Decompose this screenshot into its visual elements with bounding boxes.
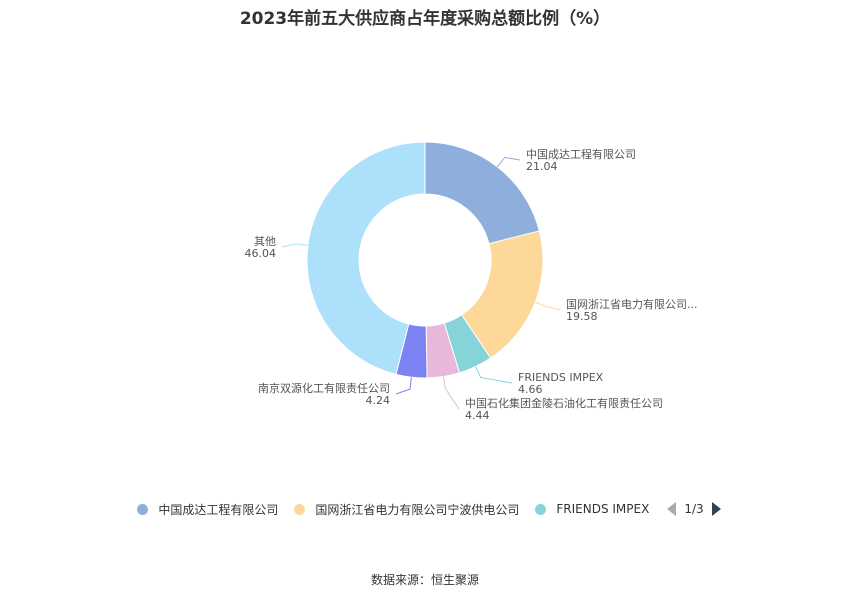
chart-title: 2023年前五大供应商占年度采购总额比例（%） — [239, 9, 611, 29]
leader-line-5 — [281, 243, 308, 248]
leader-line-4 — [395, 377, 412, 395]
legend-marker — [137, 503, 149, 515]
legend-label: 国网浙江省电力有限公司宁波供电公司 — [315, 502, 520, 517]
leader-line-0 — [497, 156, 521, 168]
legend-next-page-icon[interactable] — [711, 502, 721, 516]
leader-line-2 — [475, 366, 513, 384]
slice-label-3: 中国石化集团金陵石油化工有限责任公司 — [465, 396, 663, 410]
slice-label-0: 中国成达工程有限公司 — [526, 147, 636, 161]
slice-label-2: FRIENDS IMPEX — [518, 371, 604, 384]
leader-line-1 — [534, 301, 561, 311]
legend-item-0[interactable]: 中国成达工程有限公司 — [137, 501, 278, 518]
donut-slices — [306, 141, 544, 379]
legend-label: 中国成达工程有限公司 — [158, 502, 279, 517]
donut-slice-1[interactable] — [460, 230, 544, 359]
slice-value-4: 4.24 — [366, 394, 391, 407]
slice-value-1: 19.58 — [566, 310, 598, 323]
legend-label: FRIENDS IMPEX — [556, 502, 650, 516]
leader-line-3 — [442, 376, 460, 410]
legend-item-2[interactable]: FRIENDS IMPEX — [535, 502, 649, 516]
legend-pager: 1/3 — [667, 502, 721, 516]
legend: 中国成达工程有限公司 国网浙江省电力有限公司宁波供电公司 FRIENDS IMP… — [0, 498, 850, 520]
donut-slice-5[interactable] — [306, 141, 426, 375]
legend-marker — [294, 503, 306, 515]
legend-page-indicator: 1/3 — [684, 502, 704, 516]
donut-slice-0[interactable] — [424, 141, 540, 245]
slice-value-2: 4.66 — [518, 383, 543, 396]
slice-label-1: 国网浙江省电力有限公司... — [566, 297, 698, 311]
data-source: 数据来源：恒生聚源 — [370, 573, 479, 587]
legend-prev-page-icon[interactable] — [667, 502, 677, 516]
slice-label-4: 南京双源化工有限责任公司 — [258, 381, 390, 395]
legend-item-1[interactable]: 国网浙江省电力有限公司宁波供电公司 — [294, 501, 519, 518]
legend-marker — [535, 503, 547, 515]
slice-value-0: 21.04 — [526, 160, 558, 173]
slice-value-5: 46.04 — [245, 247, 277, 260]
slice-value-3: 4.44 — [465, 409, 490, 422]
slice-label-5: 其他 — [254, 235, 276, 248]
